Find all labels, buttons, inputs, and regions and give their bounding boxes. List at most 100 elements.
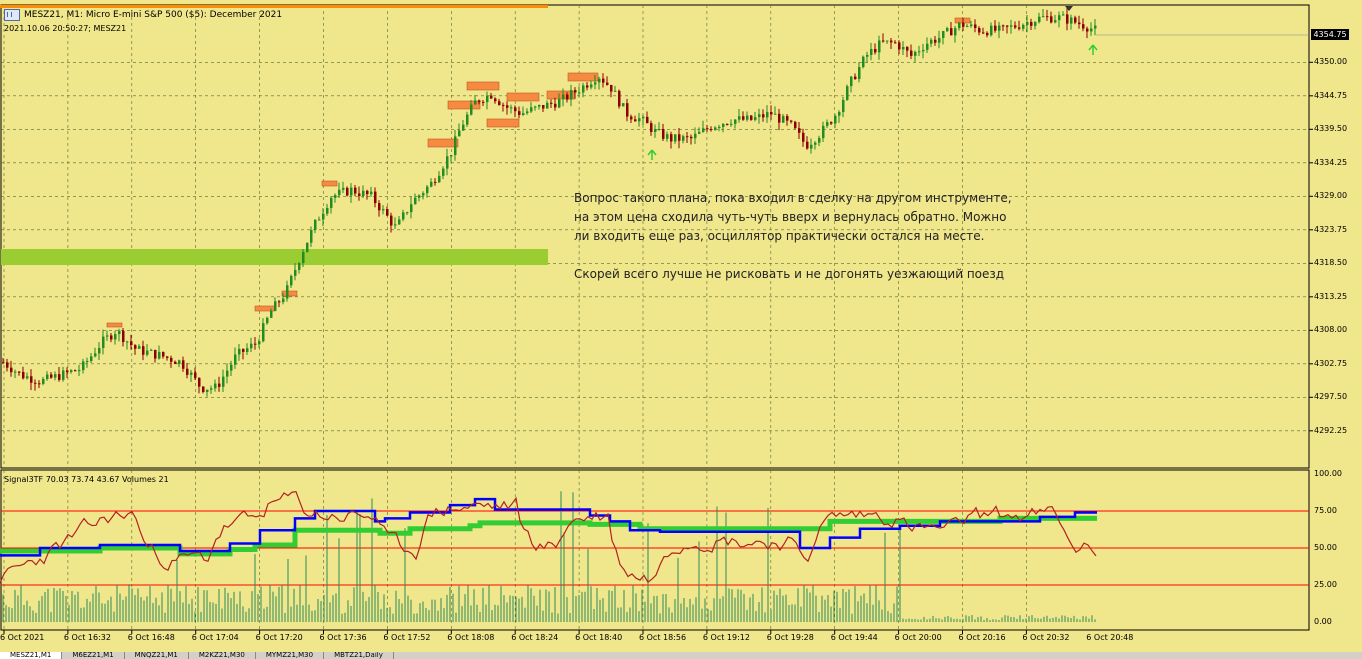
- candle-body: [566, 94, 569, 100]
- chart-tab[interactable]: M2KZ21,M30: [189, 652, 256, 659]
- candle-body: [322, 213, 325, 220]
- candle-body: [682, 136, 685, 141]
- time-axis-label: 6 Oct 19:12: [702, 633, 750, 642]
- candle-body: [350, 187, 353, 196]
- chart-tab[interactable]: MBTZ21,Daily: [324, 652, 394, 659]
- candle-body: [2, 362, 5, 364]
- candle-body: [358, 193, 361, 196]
- candle-body: [686, 136, 689, 138]
- chart-tab[interactable]: MYMZ21,M30: [256, 652, 325, 659]
- candle-body: [738, 116, 741, 120]
- candle-body: [94, 353, 97, 357]
- candle-body: [1022, 24, 1025, 29]
- candle-body: [862, 56, 865, 68]
- candle-body: [50, 374, 53, 378]
- candle-body: [618, 90, 621, 107]
- candle-body: [338, 189, 341, 196]
- candle-body: [1062, 14, 1065, 16]
- indicator-level-label: 100.00: [1314, 469, 1342, 478]
- candle-body: [986, 32, 989, 36]
- candle-body: [414, 197, 417, 205]
- candle-body: [702, 128, 705, 132]
- candle-body: [422, 193, 425, 196]
- candle-body: [434, 181, 437, 183]
- supply-zone: [466, 81, 500, 91]
- time-axis-label: 6 Oct 17:52: [383, 633, 431, 642]
- candle-body: [294, 269, 297, 276]
- candle-body: [754, 117, 757, 120]
- chart-tab[interactable]: M6EZ21,M1: [62, 652, 125, 659]
- supply-zone: [427, 138, 459, 148]
- candle-body: [854, 76, 857, 80]
- candle-body: [242, 348, 245, 352]
- candle-body: [802, 132, 805, 142]
- indicator-level-label: 75.00: [1314, 506, 1337, 515]
- candle-body: [866, 54, 869, 57]
- candle-body: [502, 104, 505, 106]
- candle-body: [670, 134, 673, 142]
- indicator-label: Signal3TF 70.03 73.74 43.67 Volumes 21: [4, 475, 169, 484]
- candle-body: [690, 136, 693, 139]
- candle-body: [998, 25, 1001, 31]
- time-axis-label: 6 Oct 17:20: [255, 633, 303, 642]
- chart-tab[interactable]: MNQZ21,M1: [125, 652, 189, 659]
- candle-body: [602, 78, 605, 83]
- candle-body: [1010, 25, 1013, 27]
- candle-body: [978, 28, 981, 33]
- candle-body: [142, 346, 145, 355]
- candle-body: [542, 104, 545, 109]
- candle-body: [98, 347, 101, 354]
- candle-body: [1026, 21, 1029, 25]
- candle-body: [646, 116, 649, 124]
- candle-body: [234, 354, 237, 365]
- candle-body: [1034, 22, 1037, 26]
- candle-body: [366, 190, 369, 195]
- candle-body: [946, 28, 949, 32]
- candle-body: [846, 86, 849, 100]
- candle-body: [274, 301, 277, 311]
- candle-body: [226, 370, 229, 377]
- annotation-text: Вопрос такого плана, пока входил в сделк…: [574, 189, 1014, 303]
- demand-zone: [1, 249, 548, 265]
- candle-body: [966, 26, 969, 28]
- candle-body: [14, 371, 17, 373]
- candle-body: [210, 388, 213, 390]
- candle-body: [286, 285, 289, 299]
- candle-body: [786, 116, 789, 121]
- candle-body: [550, 102, 553, 104]
- candle-body: [610, 84, 613, 92]
- price-axis-label: 4339.50: [1314, 124, 1348, 134]
- chart-tab[interactable]: MESZ21,M1: [0, 652, 63, 659]
- main-pane-frame: [0, 4, 1310, 469]
- candle-body: [170, 357, 173, 362]
- annotation-paragraph-2: Скорей всего лучше не рисковать и не дог…: [574, 267, 1005, 281]
- supply-zone: [506, 92, 540, 102]
- time-axis-label: 6 Oct 17:04: [191, 633, 239, 642]
- candle-body: [390, 215, 393, 226]
- candle-body: [478, 100, 481, 102]
- candle-body: [250, 343, 253, 349]
- candle-body: [938, 37, 941, 43]
- candle-body: [810, 144, 813, 149]
- candle-body: [466, 114, 469, 125]
- candle-body: [526, 111, 529, 114]
- supply-zone: [486, 118, 520, 128]
- candle-body: [554, 103, 557, 108]
- candle-body: [838, 112, 841, 116]
- candle-body: [586, 85, 589, 88]
- price-axis-label: 4329.00: [1314, 191, 1348, 201]
- candle-body: [442, 168, 445, 176]
- candle-body: [850, 76, 853, 87]
- candle-body: [34, 382, 37, 384]
- candle-body: [926, 43, 929, 50]
- candle-body: [886, 40, 889, 42]
- time-axis-label: 6 Oct 18:08: [447, 633, 495, 642]
- time-axis-label: 6 Oct 20:00: [894, 633, 942, 642]
- candle-body: [310, 230, 313, 243]
- candle-body: [346, 187, 349, 196]
- candle-body: [254, 343, 257, 345]
- candle-body: [154, 349, 157, 359]
- candle-body: [298, 263, 301, 270]
